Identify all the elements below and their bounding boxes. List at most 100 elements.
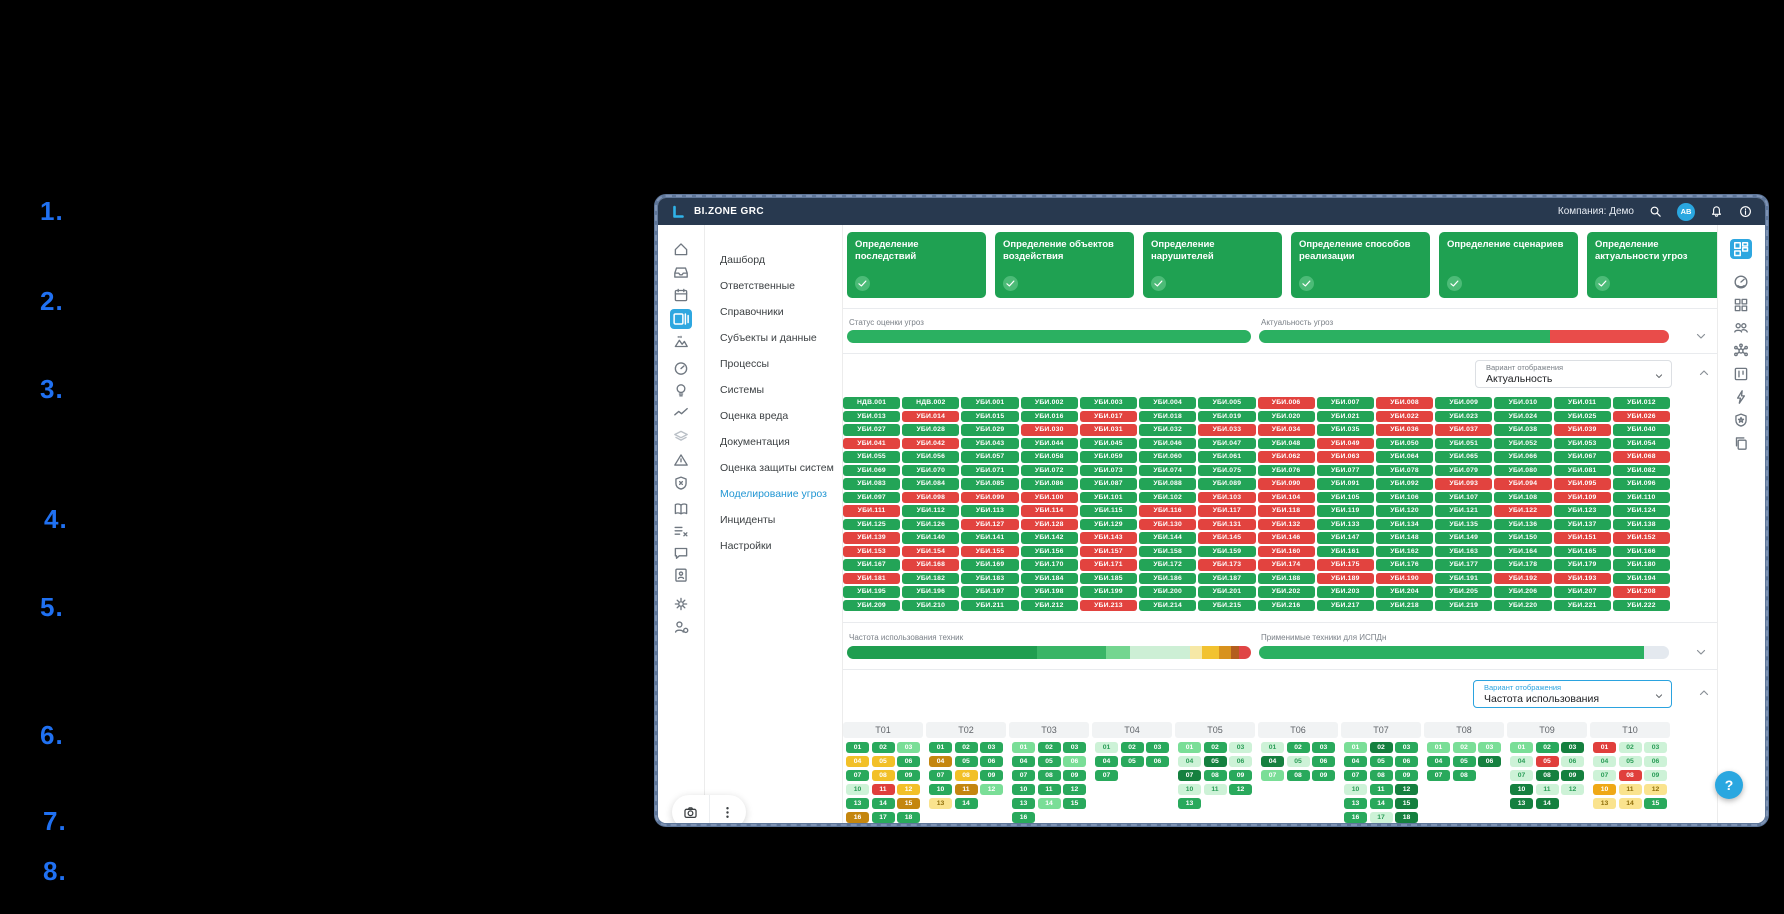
technique-chip[interactable]: 17 <box>1369 812 1393 823</box>
rail-landscape-icon[interactable] <box>672 333 690 351</box>
threat-cell[interactable]: УБИ.079 <box>1435 464 1493 476</box>
threat-cell[interactable]: УБИ.063 <box>1316 451 1374 463</box>
threat-cell[interactable]: УБИ.130 <box>1139 518 1197 530</box>
threat-cell[interactable]: УБИ.007 <box>1316 397 1374 409</box>
threat-cell[interactable]: УБИ.152 <box>1612 532 1670 544</box>
threat-cell[interactable]: УБИ.222 <box>1612 599 1670 611</box>
threat-cell[interactable]: УБИ.138 <box>1612 518 1670 530</box>
threat-cell[interactable]: УБИ.047 <box>1198 437 1256 449</box>
threat-cell[interactable]: УБИ.117 <box>1198 505 1256 517</box>
technique-chip[interactable]: 13 <box>929 798 952 809</box>
technique-chip[interactable]: 01 <box>1344 742 1367 753</box>
threat-cell[interactable]: УБИ.054 <box>1612 437 1670 449</box>
threat-cell[interactable]: УБИ.078 <box>1375 464 1434 476</box>
threat-cell[interactable]: УБИ.088 <box>1139 478 1197 490</box>
threat-cell[interactable]: УБИ.139 <box>843 532 901 544</box>
threat-cell[interactable]: УБИ.002 <box>1020 397 1078 409</box>
threat-cell[interactable]: УБИ.168 <box>902 559 960 571</box>
technique-chip[interactable]: 07 <box>1012 770 1035 781</box>
threat-cell[interactable]: УБИ.033 <box>1198 424 1256 436</box>
technique-chip[interactable]: 01 <box>846 742 869 753</box>
threat-cell[interactable]: УБИ.006 <box>1257 397 1315 409</box>
threat-cell[interactable]: УБИ.061 <box>1198 451 1256 463</box>
technique-chip[interactable]: 15 <box>1063 798 1086 809</box>
threat-cell[interactable]: УБИ.091 <box>1316 478 1374 490</box>
technique-chip[interactable]: 12 <box>1644 784 1667 795</box>
threat-cell[interactable]: УБИ.153 <box>843 545 901 557</box>
nav-item[interactable]: Процессы <box>720 358 770 370</box>
threat-cell[interactable]: УБИ.143 <box>1079 532 1138 544</box>
technique-chip[interactable]: 04 <box>1178 756 1201 767</box>
technique-chip[interactable]: 14 <box>1535 798 1559 809</box>
technique-chip[interactable]: 14 <box>1618 798 1642 809</box>
technique-chip[interactable]: 18 <box>1395 812 1418 823</box>
technique-chip[interactable]: 07 <box>1427 770 1450 781</box>
technique-chip[interactable]: 02 <box>1120 742 1144 753</box>
rail-book-icon[interactable] <box>672 500 690 518</box>
technique-chip[interactable]: 05 <box>1286 756 1310 767</box>
technique-chip[interactable]: 04 <box>1593 756 1616 767</box>
technique-chip[interactable]: 09 <box>1063 770 1086 781</box>
technique-chip[interactable]: 06 <box>1644 756 1667 767</box>
threat-cell[interactable]: УБИ.190 <box>1375 572 1434 584</box>
nav-item[interactable]: Справочники <box>720 306 784 318</box>
threat-cell[interactable]: УБИ.049 <box>1316 437 1374 449</box>
threat-cell[interactable]: УБИ.204 <box>1375 586 1434 598</box>
threat-cell[interactable]: УБИ.030 <box>1020 424 1078 436</box>
threat-cell[interactable]: УБИ.158 <box>1139 545 1197 557</box>
technique-chip[interactable]: 02 <box>1618 742 1642 753</box>
threat-cell[interactable]: УБИ.110 <box>1612 491 1670 503</box>
rail-idea-icon[interactable] <box>672 381 690 399</box>
technique-chip[interactable]: 01 <box>1427 742 1450 753</box>
panel-lightning-icon[interactable] <box>1732 388 1750 406</box>
technique-chip[interactable]: 07 <box>1178 770 1201 781</box>
technique-chip[interactable]: 10 <box>1178 784 1201 795</box>
technique-chip[interactable]: 16 <box>1344 812 1367 823</box>
stage-card[interactable]: Определение последствий <box>847 232 986 298</box>
technique-chip[interactable]: 06 <box>897 756 920 767</box>
threat-cell[interactable]: УБИ.053 <box>1553 437 1611 449</box>
technique-chip[interactable]: 05 <box>1037 756 1061 767</box>
threat-cell[interactable]: УБИ.080 <box>1494 464 1552 476</box>
threat-cell[interactable]: УБИ.071 <box>961 464 1019 476</box>
threat-cell[interactable]: УБИ.090 <box>1257 478 1315 490</box>
threat-cell[interactable]: УБИ.183 <box>961 572 1019 584</box>
threat-cell[interactable]: УБИ.034 <box>1257 424 1315 436</box>
technique-chip[interactable]: 11 <box>1203 784 1227 795</box>
threat-cell[interactable]: УБИ.095 <box>1553 478 1611 490</box>
threat-cell[interactable]: УБИ.213 <box>1079 599 1138 611</box>
threat-cell[interactable]: УБИ.081 <box>1553 464 1611 476</box>
technique-chip[interactable]: 05 <box>1452 756 1476 767</box>
threat-cell[interactable]: УБИ.151 <box>1553 532 1611 544</box>
threat-cell[interactable]: УБИ.132 <box>1257 518 1315 530</box>
technique-chip[interactable]: 12 <box>1063 784 1086 795</box>
stage-card[interactable]: Определение актуальности угроз <box>1587 232 1726 298</box>
threat-cell[interactable]: УБИ.032 <box>1139 424 1197 436</box>
threat-cell[interactable]: УБИ.214 <box>1139 599 1197 611</box>
technique-chip[interactable]: 15 <box>897 798 920 809</box>
collapse-chevron-up-icon[interactable] <box>1696 685 1712 701</box>
threat-cell[interactable]: УБИ.043 <box>961 437 1019 449</box>
threat-cell[interactable]: УБИ.025 <box>1553 410 1611 422</box>
threat-cell[interactable]: УБИ.092 <box>1375 478 1434 490</box>
technique-chip[interactable]: 01 <box>1012 742 1035 753</box>
technique-chip[interactable]: 02 <box>1369 742 1393 753</box>
threat-cell[interactable]: УБИ.137 <box>1553 518 1611 530</box>
panel-speed-icon[interactable] <box>1732 273 1750 291</box>
threat-cell[interactable]: УБИ.127 <box>961 518 1019 530</box>
technique-chip[interactable]: 02 <box>1037 742 1061 753</box>
threat-cell[interactable]: УБИ.097 <box>843 491 901 503</box>
stage-card[interactable]: Определение нарушителей <box>1143 232 1282 298</box>
technique-chip[interactable]: 04 <box>1012 756 1035 767</box>
technique-chip[interactable]: 04 <box>1344 756 1367 767</box>
threat-cell[interactable]: УБИ.106 <box>1375 491 1434 503</box>
threat-cell[interactable]: УБИ.156 <box>1020 545 1078 557</box>
technique-chip[interactable]: 07 <box>1593 770 1616 781</box>
threat-cell[interactable]: УБИ.055 <box>843 451 901 463</box>
threat-cell[interactable]: УБИ.023 <box>1435 410 1493 422</box>
threat-cell[interactable]: УБИ.166 <box>1612 545 1670 557</box>
threat-cell[interactable]: УБИ.051 <box>1435 437 1493 449</box>
threat-cell[interactable]: УБИ.111 <box>843 505 901 517</box>
technique-chip[interactable]: 09 <box>980 770 1003 781</box>
threat-cell[interactable]: УБИ.101 <box>1079 491 1138 503</box>
